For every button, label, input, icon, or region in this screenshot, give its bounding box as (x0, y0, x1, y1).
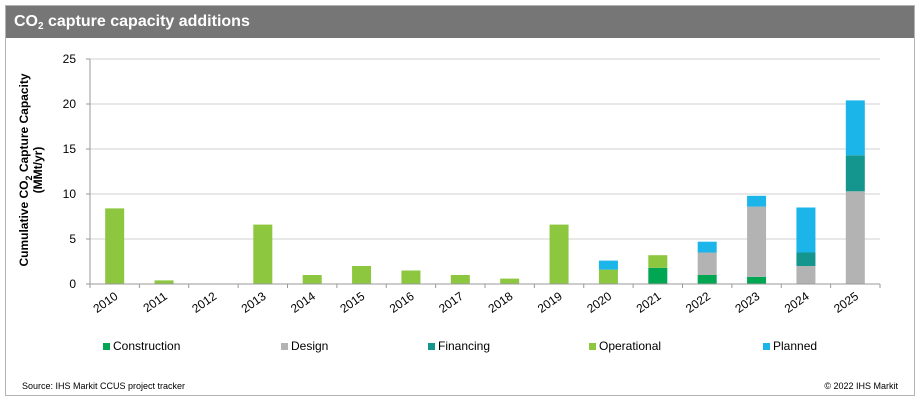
bar-operational-2014 (302, 275, 322, 284)
legend-label-financing: Financing (438, 339, 490, 353)
bar-operational-2017 (450, 275, 470, 284)
bar-planned-2022 (697, 241, 717, 253)
y-tick-label: 10 (63, 187, 77, 201)
bar-financing-2025 (845, 155, 865, 192)
x-tick-label: 2024 (782, 289, 812, 316)
bar-design-2023 (747, 206, 767, 277)
bar-operational-2020 (598, 269, 618, 284)
x-tick-label: 2020 (584, 289, 614, 316)
y-tick-labels: 0 5 10 15 20 25 (63, 52, 77, 291)
legend-label-construction: Construction (113, 339, 180, 353)
bar-operational-2016 (401, 270, 421, 284)
x-tick-label: 2022 (683, 289, 713, 316)
bar-planned-2023 (747, 195, 767, 207)
bar-operational-2018 (500, 278, 520, 284)
title-prefix: CO (14, 13, 38, 30)
y-tick-label: 5 (69, 232, 76, 246)
x-tick-label: 2010 (91, 289, 121, 316)
bar-operational-2019 (549, 224, 569, 284)
x-tick-labels: 2010 2011 2012 2013 2014 2015 2016 2017 2018 2019… (91, 289, 862, 316)
x-tick-label: 2012 (189, 289, 219, 316)
bar-operational-2011 (154, 280, 174, 284)
bar-planned-2025 (845, 100, 865, 156)
x-tick-label: 2023 (732, 289, 762, 316)
title-suffix: capture capacity additions (43, 13, 250, 30)
y-tick-label: 15 (63, 142, 77, 156)
y-axis-units: (MMt/yr) (31, 147, 45, 194)
bar-operational-2010 (105, 208, 125, 284)
bar-financing-2024 (796, 252, 816, 266)
x-tick-label: 2013 (239, 289, 269, 316)
source-note: Source: IHS Markit CCUS project tracker (22, 381, 186, 391)
y-tick-label: 0 (69, 277, 76, 291)
legend-swatch-design (281, 343, 288, 350)
legend-swatch-operational (589, 343, 596, 350)
x-tick-label: 2014 (288, 289, 318, 316)
bar-operational-2013 (253, 224, 273, 284)
bar-design-2022 (697, 252, 717, 275)
bar-construction-2023 (747, 276, 767, 284)
bar-planned-2024 (796, 207, 816, 253)
x-tick-label: 2017 (436, 289, 466, 316)
bar-construction-2021 (648, 267, 668, 284)
legend: Construction Design Financing Operational Pl… (103, 339, 817, 353)
legend-swatch-construction (103, 343, 110, 350)
bar-operational-2015 (352, 266, 372, 284)
y-axis-title-suffix: Capture Capacity (17, 73, 31, 175)
legend-label-operational: Operational (599, 339, 661, 353)
y-axis-title-prefix: Cumulative CO (17, 181, 31, 267)
legend-label-planned: Planned (773, 339, 817, 353)
title-subscript: 2 (38, 21, 44, 32)
bars (105, 100, 865, 284)
x-tick-label: 2011 (141, 289, 170, 315)
bar-planned-2020 (598, 260, 618, 270)
legend-swatch-financing (428, 343, 435, 350)
x-tick-label: 2018 (486, 289, 516, 316)
bar-design-2025 (845, 191, 865, 284)
y-tick-label: 25 (63, 52, 77, 66)
x-tick-label: 2019 (535, 289, 565, 316)
y-tick-label: 20 (63, 97, 77, 111)
axes (86, 58, 881, 288)
x-tick-label: 2015 (337, 289, 367, 316)
x-tick-label: 2025 (831, 289, 861, 316)
bar-construction-2022 (697, 275, 717, 284)
copyright-note: © 2022 IHS Markit (824, 381, 898, 391)
legend-swatch-planned (763, 343, 770, 350)
chart-title: CO2 capture capacity additions (6, 6, 914, 38)
x-tick-label: 2016 (387, 289, 417, 316)
y-axis-title: Cumulative CO2 Capture Capacity (17, 73, 34, 266)
bar-operational-2021 (648, 255, 668, 268)
legend-label-design: Design (291, 339, 328, 353)
y-axis-title-subscript: 2 (24, 176, 34, 181)
bar-design-2024 (796, 266, 816, 284)
x-tick-label: 2021 (634, 289, 664, 316)
